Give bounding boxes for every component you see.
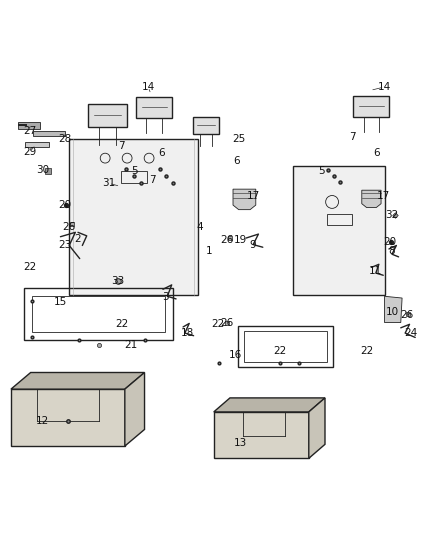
Text: 20: 20 — [58, 200, 71, 210]
Text: 28: 28 — [58, 134, 71, 144]
Text: 5: 5 — [131, 166, 138, 176]
Polygon shape — [353, 96, 389, 117]
Polygon shape — [18, 122, 40, 128]
Polygon shape — [136, 97, 172, 118]
Text: 26: 26 — [220, 235, 233, 245]
Text: 5: 5 — [318, 166, 325, 176]
Polygon shape — [88, 103, 127, 127]
Polygon shape — [11, 373, 145, 389]
Text: 17: 17 — [377, 191, 390, 201]
Polygon shape — [125, 373, 145, 446]
Text: 13: 13 — [233, 438, 247, 448]
Text: 11: 11 — [369, 266, 382, 276]
Text: 6: 6 — [233, 156, 240, 166]
Text: 7: 7 — [118, 141, 125, 151]
Polygon shape — [69, 140, 198, 295]
Polygon shape — [385, 296, 402, 322]
Text: 23: 23 — [58, 240, 71, 251]
Text: 18: 18 — [181, 328, 194, 338]
Text: 24: 24 — [404, 328, 417, 338]
Text: 22: 22 — [273, 345, 286, 356]
Polygon shape — [33, 131, 65, 136]
Text: 27: 27 — [23, 126, 36, 136]
Polygon shape — [214, 398, 325, 412]
Text: 20: 20 — [383, 237, 396, 247]
Text: 6: 6 — [373, 149, 380, 158]
Text: 2: 2 — [74, 235, 81, 244]
Text: 33: 33 — [111, 276, 124, 286]
Text: 6: 6 — [158, 149, 165, 158]
Text: 7: 7 — [149, 175, 156, 185]
Polygon shape — [293, 166, 385, 295]
Text: 14: 14 — [378, 82, 391, 92]
Text: 17: 17 — [247, 191, 260, 201]
Polygon shape — [25, 142, 49, 147]
Text: 25: 25 — [232, 134, 245, 144]
Text: 26: 26 — [400, 310, 413, 320]
Text: 12: 12 — [36, 416, 49, 426]
Text: 21: 21 — [124, 341, 137, 350]
Text: 26: 26 — [63, 222, 76, 232]
Text: 1: 1 — [206, 246, 213, 256]
Polygon shape — [362, 190, 381, 207]
Text: 22: 22 — [23, 262, 36, 271]
Text: 19: 19 — [233, 235, 247, 245]
Text: 7: 7 — [349, 132, 356, 142]
Text: 22: 22 — [212, 319, 225, 329]
Text: 3: 3 — [162, 292, 169, 302]
Text: 9: 9 — [250, 240, 257, 251]
Polygon shape — [193, 117, 219, 134]
Text: 32: 32 — [385, 210, 399, 220]
Polygon shape — [11, 389, 125, 446]
Text: 22: 22 — [115, 319, 128, 329]
Polygon shape — [309, 398, 325, 458]
Polygon shape — [233, 189, 256, 209]
Text: 8: 8 — [389, 246, 396, 256]
Polygon shape — [214, 412, 309, 458]
Text: 26: 26 — [220, 318, 233, 328]
Text: 14: 14 — [141, 82, 155, 92]
Text: 15: 15 — [54, 297, 67, 308]
Text: 22: 22 — [360, 345, 374, 356]
Text: 4: 4 — [196, 222, 203, 232]
Text: 16: 16 — [229, 350, 242, 360]
Text: 30: 30 — [36, 165, 49, 175]
Text: 31: 31 — [102, 178, 115, 188]
Text: 29: 29 — [23, 147, 36, 157]
Text: 10: 10 — [385, 308, 399, 318]
